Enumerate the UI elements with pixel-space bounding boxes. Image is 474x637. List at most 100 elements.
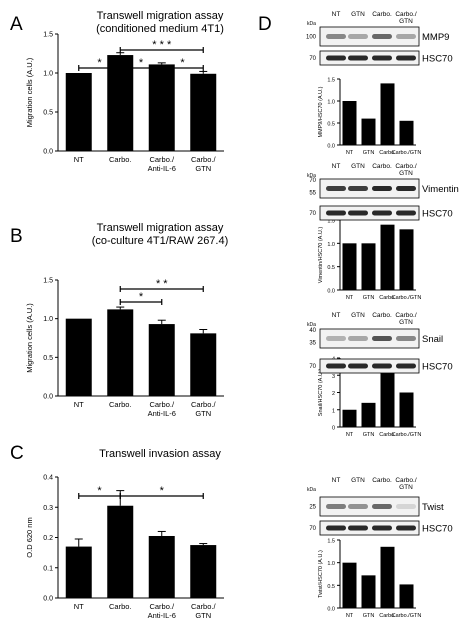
- lane-label: Carbo./: [395, 477, 417, 484]
- protein-band: [396, 186, 416, 191]
- protein-band: [372, 34, 392, 39]
- protein-label: MMP9: [422, 32, 449, 43]
- category-label: NT: [346, 432, 354, 438]
- blot-membrane: [319, 520, 420, 536]
- y-axis-label: Migration cells (A.U.): [25, 57, 34, 127]
- y-tick-label: 0.0: [43, 596, 53, 603]
- protein-band: [396, 55, 416, 61]
- bar: [190, 545, 217, 598]
- chart-d3: 01234Snail/HSC70 (A.U.)NTGTNCarbo.Carbo.…: [318, 357, 421, 439]
- bar: [361, 575, 376, 608]
- bar: [342, 243, 357, 290]
- lane-label: NT: [332, 11, 341, 18]
- blot-membrane: [319, 358, 420, 374]
- y-tick-label: 0.3: [43, 505, 53, 512]
- protein-band: [372, 336, 392, 341]
- protein-band: [372, 504, 392, 509]
- protein-band: [326, 525, 346, 531]
- protein-label: Snail: [422, 334, 443, 345]
- protein-band: [326, 336, 346, 341]
- category-label: NT: [346, 295, 354, 301]
- protein-label: HSC70: [422, 362, 453, 373]
- kda-unit-label: kDa: [307, 322, 316, 328]
- lane-label: GTN: [399, 484, 413, 491]
- category-label: Carbo.: [379, 295, 396, 301]
- protein-band: [372, 363, 392, 369]
- category-label: Anti-IL-6: [148, 409, 176, 418]
- panel-a-title-line2: (conditioned medium 4T1): [96, 23, 224, 35]
- panel-letter-c: C: [10, 443, 24, 464]
- y-tick-label: 0.5: [327, 265, 335, 271]
- panel-b-title-line1: Transwell migration assay: [96, 222, 224, 234]
- category-label: Carbo.: [109, 400, 132, 409]
- protein-band: [326, 55, 346, 61]
- marker-label: 35: [309, 341, 316, 347]
- blot-membrane: [319, 496, 420, 517]
- bar: [190, 73, 217, 151]
- bar: [65, 546, 92, 598]
- blot-vimentin: NT GTN Carbo. Carbo./GTNkDaVimentin5570HSC7…: [307, 163, 459, 221]
- category-label: GTN: [195, 409, 211, 418]
- y-tick-label: 1.5: [327, 219, 335, 225]
- protein-label: Twist: [422, 502, 444, 513]
- bar: [342, 562, 357, 608]
- panel-c-title: Transwell invasion assay: [60, 448, 260, 461]
- y-tick-label: 0.0: [327, 144, 335, 150]
- y-axis-label: O.D 620 nm: [25, 517, 34, 557]
- lane-label: GTN: [351, 312, 365, 319]
- y-tick-label: 0.2: [43, 535, 53, 542]
- category-label: GTN: [195, 611, 211, 620]
- y-axis-label: Twist/HSC70 (A.U.): [318, 550, 324, 598]
- lane-label: Carbo.: [372, 11, 392, 18]
- y-tick-label: 1: [332, 408, 335, 414]
- marker-label: 70: [309, 211, 316, 217]
- y-tick-label: 1.5: [327, 539, 335, 545]
- y-tick-label: 1.0: [327, 242, 335, 248]
- lane-label: Carbo.: [372, 477, 392, 484]
- y-axis-label: Vimentin/HSC70 (A.U.): [318, 227, 324, 284]
- protein-band: [348, 55, 368, 61]
- panel-a-title-line1: Transwell migration assay: [96, 10, 224, 22]
- lane-label: NT: [332, 163, 341, 170]
- y-axis-label: MMP9/HSC70 (A.U.): [318, 86, 324, 137]
- protein-band: [372, 210, 392, 216]
- blot-membrane: [319, 50, 420, 66]
- bar: [380, 546, 395, 608]
- category-label: GTN: [363, 613, 375, 619]
- protein-band: [348, 34, 368, 39]
- protein-band: [372, 186, 392, 191]
- y-tick-label: 0.0: [327, 289, 335, 295]
- y-tick-label: 1.0: [327, 561, 335, 567]
- category-label: Anti-IL-6: [148, 611, 176, 620]
- kda-unit-label: kDa: [307, 21, 316, 27]
- category-label: Carbo./: [149, 400, 175, 409]
- y-tick-label: 0.5: [327, 122, 335, 128]
- protein-band: [396, 525, 416, 531]
- blot-membrane: [319, 178, 420, 199]
- protein-band: [326, 363, 346, 369]
- bar: [107, 505, 134, 598]
- lane-label: Carbo./: [395, 312, 417, 319]
- lane-label: NT: [332, 312, 341, 319]
- y-tick-label: 0.0: [327, 607, 335, 613]
- protein-band: [348, 363, 368, 369]
- y-tick-label: 1.5: [327, 78, 335, 84]
- marker-label: 70: [309, 526, 316, 532]
- panel-b-title: Transwell migration assay (co-culture 4T…: [60, 222, 260, 248]
- category-label: Carbo.: [379, 613, 396, 619]
- y-tick-label: 2: [332, 391, 335, 397]
- lane-label: GTN: [351, 11, 365, 18]
- category-label: Carbo./: [191, 155, 217, 164]
- protein-band: [326, 34, 346, 39]
- lane-label: GTN: [399, 319, 413, 326]
- y-tick-label: 0.1: [43, 565, 53, 572]
- marker-label: 70: [309, 56, 316, 62]
- significance-label: *: [97, 485, 102, 497]
- panel-c-title-line1: Transwell invasion assay: [99, 448, 221, 460]
- lane-label: GTN: [351, 477, 365, 484]
- bar: [107, 55, 134, 152]
